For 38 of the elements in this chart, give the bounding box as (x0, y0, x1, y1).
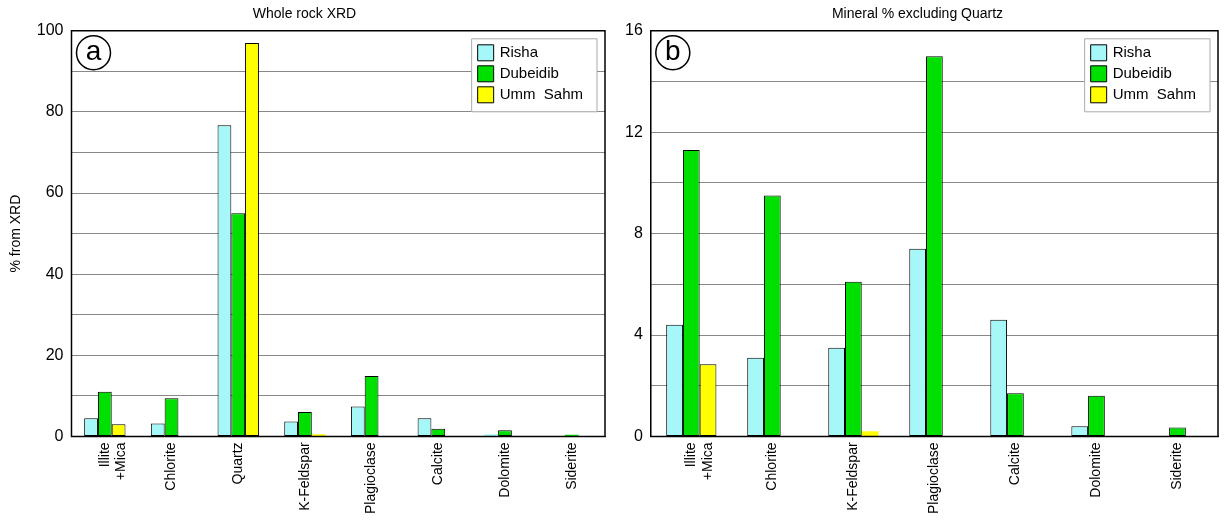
y-tick-label: 0 (633, 426, 643, 444)
chart-title: Mineral % excluding Quartz (831, 5, 1004, 22)
annotation: a (85, 34, 102, 66)
legend-label: Dubeidib (499, 63, 559, 81)
x-tick-label: Plagioclase (362, 442, 379, 515)
legend-label: Risha (1112, 42, 1152, 60)
x-tick-label: Dolomite (495, 442, 512, 498)
y-tick-label: 4 (633, 325, 643, 343)
y-tick-label: 0 (54, 426, 64, 444)
y-tick-label: 16 (625, 21, 643, 39)
x-tick-label: Calcite (429, 442, 446, 486)
legend-label: Dubeidib (1112, 63, 1172, 81)
y-tick-label: 8 (633, 224, 643, 242)
x-tick-label: K-Feldspar (295, 442, 312, 511)
x-tick-label: Chlorite (763, 442, 780, 491)
y-axis-title: % from XRD (7, 194, 24, 273)
annotation: b (665, 34, 681, 66)
y-tick-label: 80 (45, 102, 64, 120)
x-tick-label: Siderite (1168, 442, 1185, 490)
x-tick-label: Dolomite (1087, 442, 1104, 498)
bar (861, 431, 879, 436)
y-tick-label: 12 (625, 122, 643, 140)
legend-label: Umm Sahm (1112, 84, 1196, 102)
y-tick-label: 20 (45, 345, 64, 363)
legend-label: Umm Sahm (499, 84, 583, 102)
y-tick-label: 40 (45, 264, 64, 282)
chart-title: Whole rock XRD (252, 5, 357, 22)
x-tick-label: Calcite (1006, 442, 1023, 486)
x-tick-label: K-Feldspar (844, 442, 861, 511)
x-tick-label: Plagioclase (925, 442, 942, 515)
x-tick-label: Illite +Mica (682, 442, 715, 481)
x-tick-label: Siderite (562, 442, 579, 490)
x-tick-label: Chlorite (162, 442, 179, 491)
y-tick-label: 60 (45, 183, 64, 201)
y-tick-label: 100 (36, 21, 64, 39)
x-tick-label: Quartz (229, 442, 246, 485)
x-tick-label: Illite +Mica (95, 442, 129, 481)
legend-label: Risha (499, 42, 539, 60)
